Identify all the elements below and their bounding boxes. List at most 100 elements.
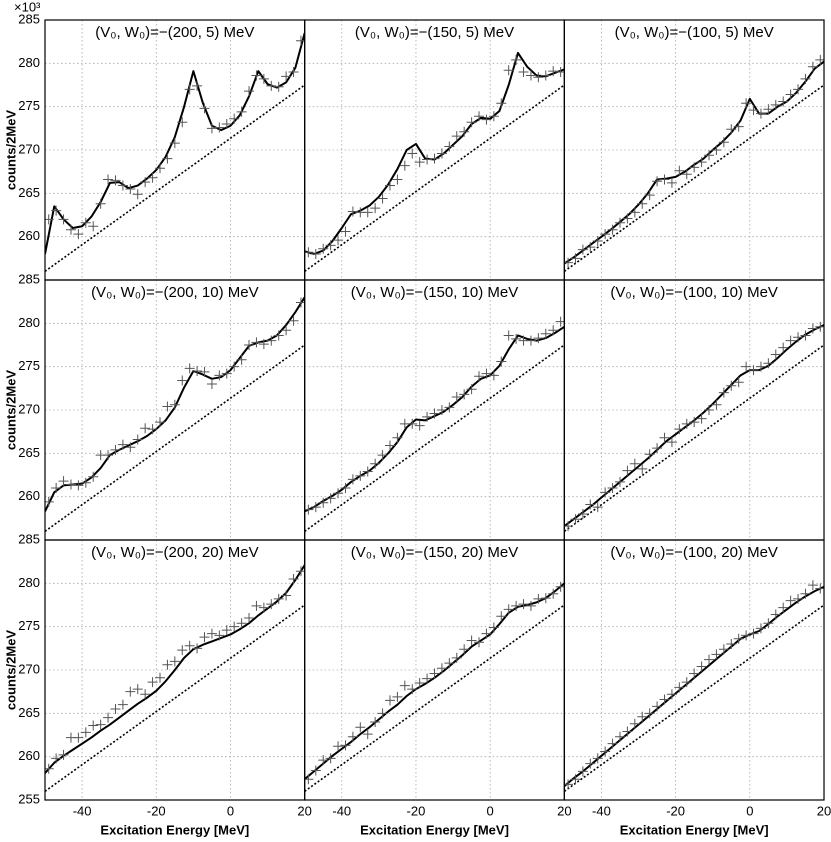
- data-point: [511, 333, 522, 344]
- data-point: [718, 137, 729, 148]
- data-point: [459, 389, 470, 400]
- background-line: [304, 604, 565, 792]
- data-point: [711, 399, 722, 410]
- data-point: [422, 411, 433, 422]
- data-point: [652, 443, 663, 454]
- y-tick-label: 270: [18, 141, 40, 156]
- data-point: [266, 599, 277, 610]
- data-point: [80, 217, 91, 228]
- fit-curve: [304, 582, 565, 780]
- data-point: [229, 113, 240, 124]
- data-point: [711, 649, 722, 660]
- data-point: [770, 609, 781, 620]
- data-point: [689, 417, 700, 428]
- data-point: [177, 375, 188, 386]
- data-point: [214, 370, 225, 381]
- data-point: [622, 465, 633, 476]
- data-point: [444, 402, 455, 413]
- data-point: [281, 590, 292, 601]
- x-tick-label: -20: [666, 803, 685, 818]
- data-point: [362, 207, 373, 218]
- data-point: [466, 635, 477, 646]
- data-point: [251, 600, 262, 611]
- data-point: [80, 727, 91, 738]
- data-point: [266, 80, 277, 91]
- data-point: [325, 493, 336, 504]
- data-point: [444, 658, 455, 669]
- data-point: [540, 328, 551, 339]
- data-point: [251, 70, 262, 81]
- data-point: [169, 399, 180, 410]
- data-point: [466, 117, 477, 128]
- data-point: [110, 175, 121, 186]
- data-point: [496, 98, 507, 109]
- data-point: [748, 105, 759, 116]
- y-tick-label: 265: [18, 705, 40, 720]
- plot-area: [45, 296, 305, 532]
- data-point: [244, 613, 255, 623]
- data-point: [125, 686, 136, 697]
- data-point: [459, 126, 470, 137]
- data-point: [518, 67, 529, 77]
- plot-area: [45, 564, 305, 792]
- data-point: [659, 432, 670, 443]
- data-point: [95, 198, 106, 209]
- data-point: [407, 684, 418, 695]
- data-point: [88, 720, 99, 731]
- data-point: [525, 70, 536, 81]
- data-point: [370, 717, 381, 727]
- data-point: [206, 628, 217, 639]
- data-point: [770, 99, 781, 110]
- data-point: [333, 741, 344, 752]
- data-point: [644, 708, 655, 719]
- data-point: [199, 103, 210, 114]
- data-point: [629, 718, 640, 729]
- data-point: [117, 180, 128, 191]
- data-point: [748, 365, 759, 376]
- data-point: [807, 323, 818, 334]
- data-point: [110, 444, 121, 455]
- data-point: [140, 689, 151, 700]
- panel-title: (V₀, W₀)=−(100, 20) MeV: [610, 544, 778, 561]
- data-point: [422, 673, 433, 684]
- data-point: [763, 104, 774, 115]
- data-point: [414, 420, 425, 431]
- data-point: [184, 84, 195, 95]
- data-point: [206, 123, 217, 134]
- data-point: [474, 111, 485, 122]
- plot-area: [304, 51, 565, 272]
- data-point: [770, 349, 781, 360]
- data-point: [333, 488, 344, 499]
- data-point: [704, 405, 715, 415]
- data-point: [585, 499, 596, 510]
- data-point: [755, 623, 766, 634]
- data-point: [600, 487, 611, 498]
- data-point: [659, 174, 670, 185]
- data-point: [154, 163, 165, 174]
- background-line: [45, 344, 305, 532]
- y-tick-label: 260: [18, 748, 40, 763]
- data-point: [785, 335, 796, 346]
- x-tick-label: -40: [73, 803, 92, 818]
- y-multiplier: ×10³: [14, 0, 41, 14]
- panel-title: (V₀, W₀)=−(150, 5) MeV: [355, 24, 514, 41]
- data-point: [199, 632, 210, 643]
- background-line: [45, 84, 305, 272]
- data-point: [377, 450, 388, 461]
- data-point: [726, 124, 737, 135]
- data-point: [585, 242, 596, 253]
- data-point: [600, 229, 611, 240]
- frame: [563, 539, 825, 801]
- data-point: [652, 176, 663, 187]
- data-point: [444, 141, 455, 152]
- data-point: [117, 699, 128, 710]
- data-point: [518, 599, 529, 610]
- data-point: [214, 630, 225, 641]
- data-point: [800, 73, 811, 84]
- data-point: [355, 722, 366, 733]
- data-point: [58, 749, 69, 760]
- data-point: [689, 668, 700, 679]
- data-point: [637, 198, 648, 209]
- data-point: [51, 753, 62, 764]
- data-point: [570, 514, 581, 525]
